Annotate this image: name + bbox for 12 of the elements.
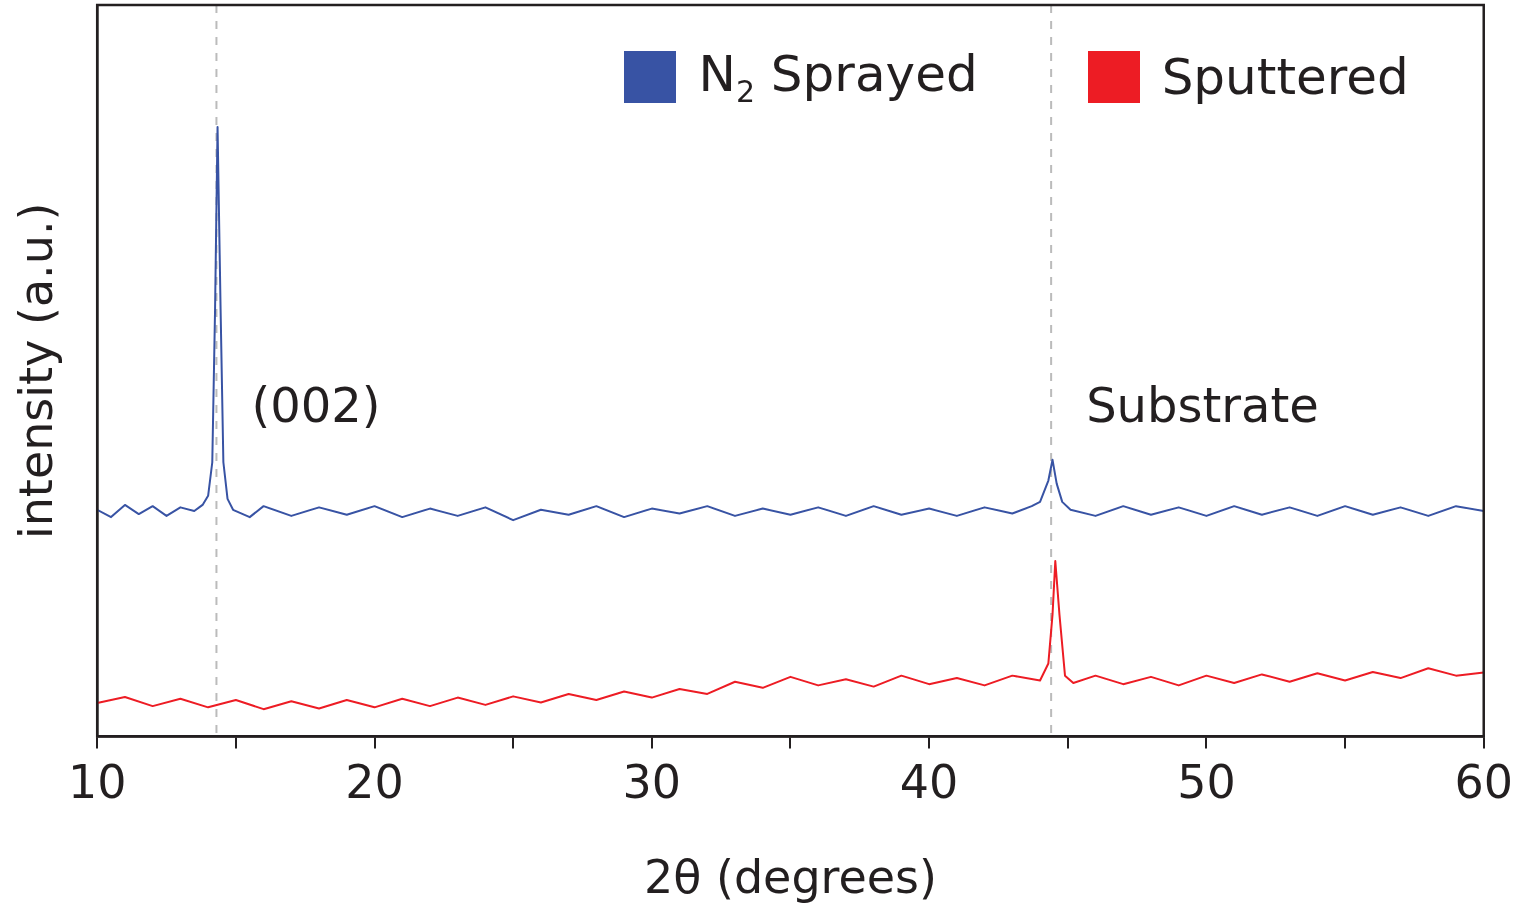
legend-label: N$_{2}$ Sprayed <box>698 45 978 109</box>
x-tick-label: 20 <box>345 755 404 810</box>
x-axis-title: 2θ (degrees) <box>643 850 938 905</box>
x-tick-label: 60 <box>1454 755 1514 810</box>
annotation: Substrate <box>1086 377 1319 434</box>
legend-label: Sputtered <box>1161 48 1409 106</box>
annotation: (002) <box>251 377 381 434</box>
x-tick-label: 10 <box>67 755 127 810</box>
x-tick-label: 50 <box>1177 755 1236 810</box>
x-tick-label: 30 <box>622 755 682 810</box>
x-tick-label: 40 <box>899 755 959 810</box>
y-axis-title: intensity (a.u.) <box>8 202 63 540</box>
